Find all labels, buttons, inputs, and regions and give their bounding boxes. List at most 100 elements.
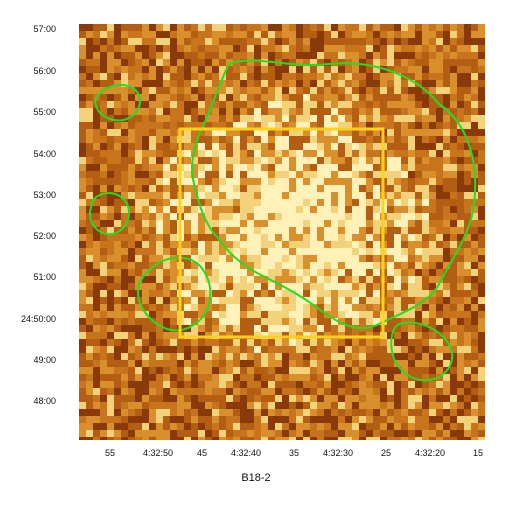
noise-cell — [142, 213, 149, 220]
noise-cell — [177, 31, 184, 38]
noise-cell — [170, 108, 177, 115]
noise-cell — [163, 381, 170, 388]
noise-cell — [233, 304, 240, 311]
noise-cell — [436, 255, 443, 262]
noise-cell — [121, 59, 128, 66]
noise-cell — [121, 122, 128, 129]
noise-cell — [93, 129, 100, 136]
noise-cell — [450, 164, 457, 171]
noise-cell — [429, 269, 436, 276]
noise-cell — [352, 248, 359, 255]
noise-cell — [100, 262, 107, 269]
noise-cell — [359, 409, 366, 416]
noise-cell — [156, 171, 163, 178]
noise-cell — [219, 164, 226, 171]
noise-cell — [457, 150, 464, 157]
noise-cell — [394, 178, 401, 185]
noise-cell — [359, 206, 366, 213]
noise-cell — [408, 227, 415, 234]
noise-cell — [121, 332, 128, 339]
noise-cell — [100, 129, 107, 136]
noise-cell — [233, 227, 240, 234]
noise-cell — [310, 192, 317, 199]
noise-cell — [86, 220, 93, 227]
noise-cell — [478, 199, 485, 206]
noise-cell — [415, 192, 422, 199]
noise-cell — [380, 437, 387, 444]
noise-cell — [156, 437, 163, 444]
noise-cell — [184, 374, 191, 381]
noise-cell — [303, 409, 310, 416]
noise-cell — [261, 80, 268, 87]
noise-cell — [415, 220, 422, 227]
noise-cell — [135, 171, 142, 178]
noise-cell — [352, 381, 359, 388]
noise-cell — [100, 220, 107, 227]
noise-cell — [478, 325, 485, 332]
noise-cell — [443, 220, 450, 227]
noise-cell — [401, 115, 408, 122]
noise-cell — [205, 318, 212, 325]
noise-cell — [240, 101, 247, 108]
noise-cell — [128, 122, 135, 129]
noise-cell — [219, 297, 226, 304]
noise-cell — [198, 178, 205, 185]
noise-cell — [338, 38, 345, 45]
noise-cell — [422, 430, 429, 437]
noise-cell — [471, 248, 478, 255]
noise-cell — [338, 213, 345, 220]
noise-cell — [289, 346, 296, 353]
noise-cell — [275, 388, 282, 395]
noise-cell — [303, 318, 310, 325]
noise-cell — [401, 430, 408, 437]
noise-cell — [212, 108, 219, 115]
noise-cell — [268, 185, 275, 192]
noise-cell — [205, 430, 212, 437]
noise-cell — [443, 304, 450, 311]
noise-cell — [191, 325, 198, 332]
noise-cell — [149, 248, 156, 255]
noise-cell — [275, 241, 282, 248]
noise-cell — [226, 178, 233, 185]
noise-cell — [443, 101, 450, 108]
noise-cell — [401, 80, 408, 87]
noise-cell — [93, 164, 100, 171]
noise-cell — [408, 150, 415, 157]
noise-cell — [107, 395, 114, 402]
noise-cell — [184, 241, 191, 248]
noise-cell — [380, 409, 387, 416]
noise-cell — [443, 38, 450, 45]
noise-cell — [100, 304, 107, 311]
noise-cell — [464, 73, 471, 80]
noise-cell — [303, 395, 310, 402]
noise-cell — [170, 304, 177, 311]
noise-cell — [422, 381, 429, 388]
noise-cell — [289, 94, 296, 101]
noise-cell — [436, 52, 443, 59]
noise-cell — [226, 360, 233, 367]
noise-cell — [450, 31, 457, 38]
noise-cell — [324, 108, 331, 115]
noise-cell — [415, 353, 422, 360]
noise-cell — [135, 108, 142, 115]
noise-cell — [387, 122, 394, 129]
noise-cell — [114, 297, 121, 304]
noise-cell — [198, 101, 205, 108]
noise-cell — [219, 304, 226, 311]
noise-cell — [345, 283, 352, 290]
noise-cell — [366, 234, 373, 241]
noise-cell — [464, 304, 471, 311]
noise-cell — [156, 248, 163, 255]
noise-cell — [436, 45, 443, 52]
noise-cell — [394, 367, 401, 374]
noise-cell — [450, 66, 457, 73]
noise-cell — [114, 283, 121, 290]
noise-cell — [100, 318, 107, 325]
noise-cell — [261, 311, 268, 318]
noise-cell — [114, 101, 121, 108]
noise-cell — [380, 24, 387, 31]
noise-cell — [170, 241, 177, 248]
noise-cell — [464, 143, 471, 150]
noise-cell — [233, 346, 240, 353]
noise-cell — [247, 101, 254, 108]
